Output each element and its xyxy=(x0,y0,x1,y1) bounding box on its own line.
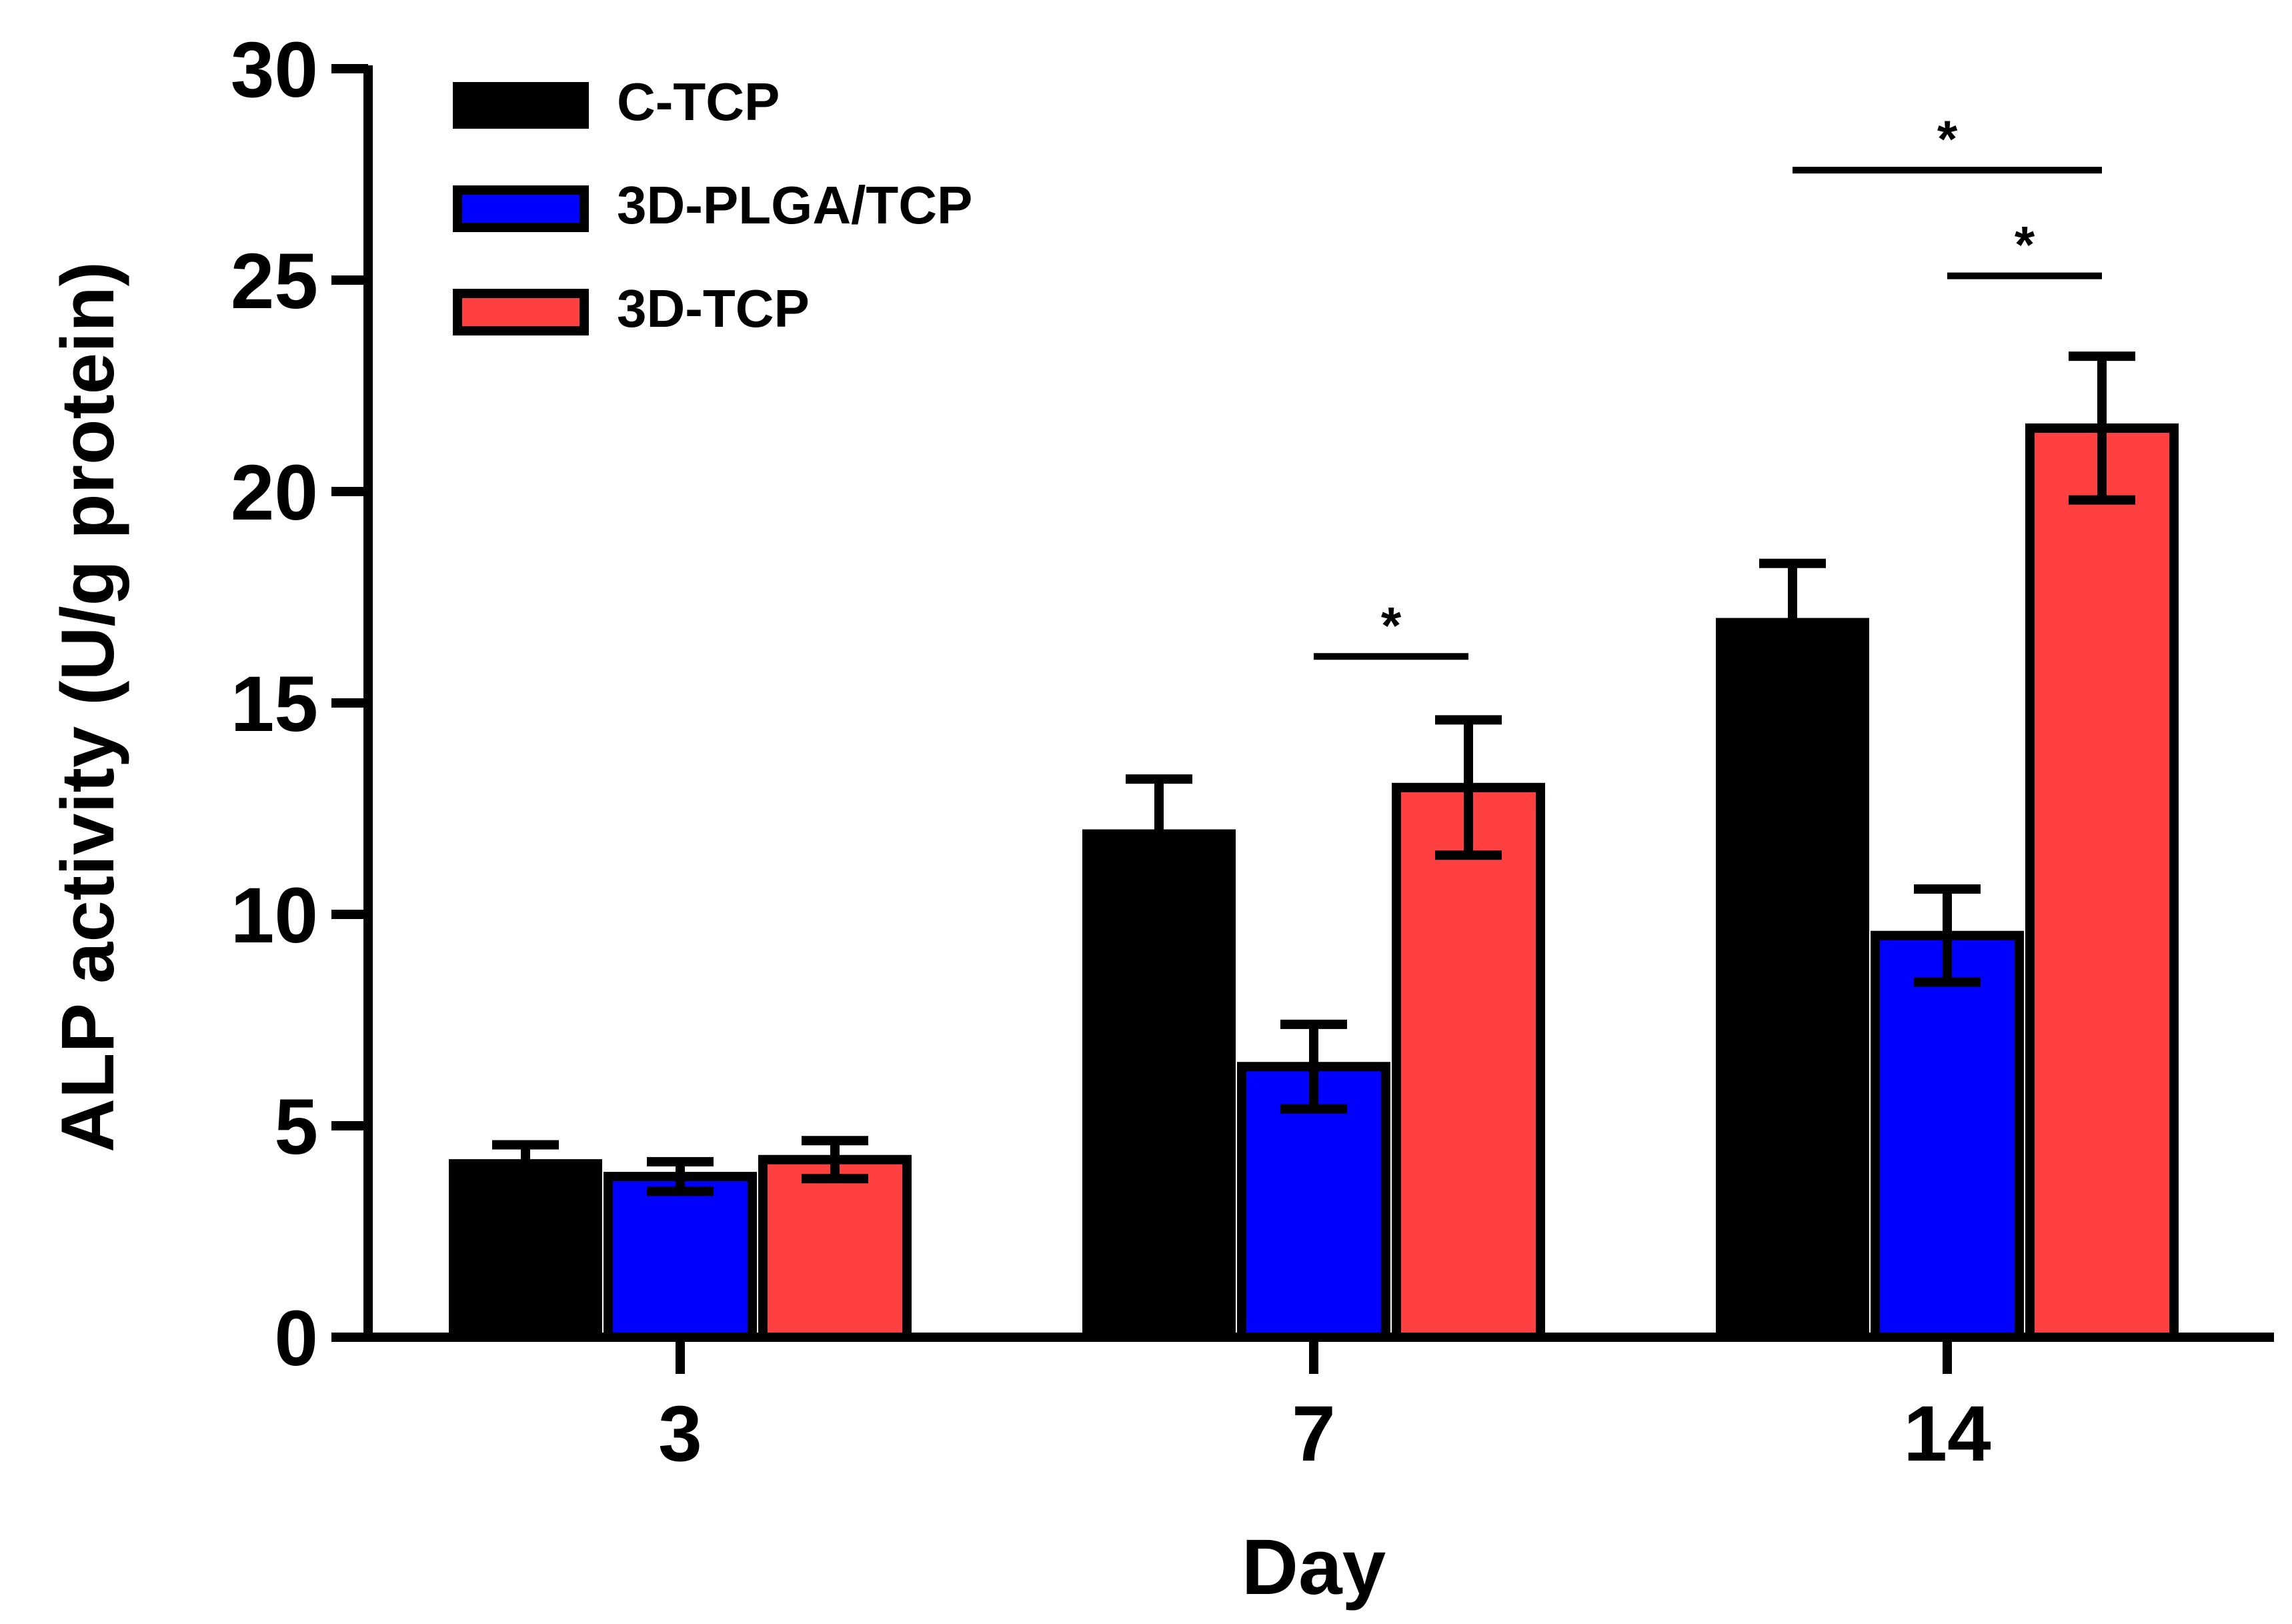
x-tick-label-2: 14 xyxy=(1903,1390,1991,1478)
y-tick-label-2: 10 xyxy=(231,872,318,960)
legend-label-2: 3D-TCP xyxy=(617,279,810,338)
legend-swatch-2 xyxy=(453,289,589,335)
significance-label-1: * xyxy=(2015,215,2035,274)
bar-0-1 xyxy=(1082,829,1236,1343)
legend-swatch-0 xyxy=(453,82,589,129)
y-tick-label-6: 30 xyxy=(231,26,318,114)
bar-2-0 xyxy=(758,1154,912,1342)
bar-1-2 xyxy=(1871,930,2024,1342)
x-tick-label-1: 7 xyxy=(1292,1390,1336,1478)
x-tick-label-0: 3 xyxy=(658,1390,702,1478)
legend-swatch-1 xyxy=(453,185,589,232)
legend-label-1: 3D-PLGA/TCP xyxy=(617,175,972,235)
y-tick-label-3: 15 xyxy=(231,660,318,748)
y-tick-label-4: 20 xyxy=(231,449,318,537)
bar-2-1 xyxy=(1392,782,1545,1343)
bar-1-0 xyxy=(604,1172,757,1342)
y-tick-label-1: 5 xyxy=(274,1083,318,1171)
y-tick-label-5: 25 xyxy=(231,237,318,325)
x-axis-label: Day xyxy=(1242,1523,1386,1611)
significance-label-0: * xyxy=(1381,596,1402,654)
significance-label-2: * xyxy=(1937,109,1958,168)
bar-2-2 xyxy=(2025,423,2179,1342)
bar-0-0 xyxy=(449,1159,602,1343)
y-tick-label-0: 0 xyxy=(274,1295,318,1383)
y-axis-label: ALP activity (U/g protein) xyxy=(46,261,129,1152)
legend-label-0: C-TCP xyxy=(617,72,780,131)
bar-0-2 xyxy=(1716,618,1869,1342)
